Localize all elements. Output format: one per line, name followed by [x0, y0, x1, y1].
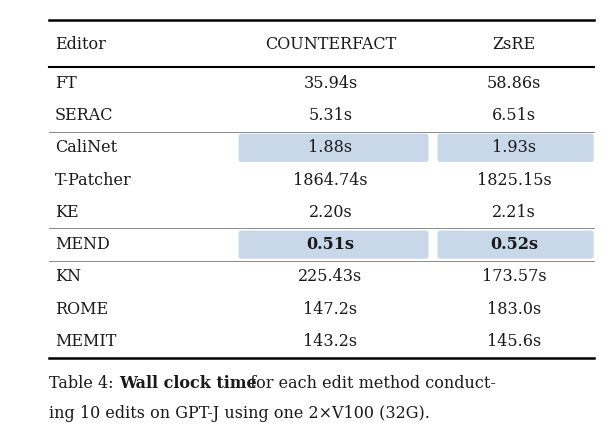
FancyBboxPatch shape — [239, 134, 428, 161]
Text: 173.57s: 173.57s — [482, 268, 547, 285]
Text: 5.31s: 5.31s — [308, 107, 353, 124]
FancyBboxPatch shape — [239, 231, 428, 258]
Text: 0.51s: 0.51s — [307, 236, 354, 253]
Text: ing 10 edits on GPT-J using one 2×V100 (32G).: ing 10 edits on GPT-J using one 2×V100 (… — [49, 405, 430, 422]
Text: 143.2s: 143.2s — [304, 333, 357, 350]
Text: FT: FT — [55, 75, 77, 92]
Text: 2.20s: 2.20s — [308, 204, 353, 221]
Text: COUNTERFACT: COUNTERFACT — [265, 36, 396, 53]
Text: 58.86s: 58.86s — [487, 75, 541, 92]
Text: SERAC: SERAC — [55, 107, 114, 124]
Text: 2.21s: 2.21s — [492, 204, 536, 221]
Text: 1.88s: 1.88s — [308, 139, 353, 156]
Text: 183.0s: 183.0s — [487, 301, 541, 318]
Text: KN: KN — [55, 268, 81, 285]
Text: 1864.74s: 1864.74s — [293, 172, 368, 189]
Text: for each edit method conduct-: for each edit method conduct- — [245, 375, 496, 392]
Text: ZsRE: ZsRE — [493, 36, 536, 53]
FancyBboxPatch shape — [438, 134, 593, 161]
Text: Table 4:: Table 4: — [49, 375, 119, 392]
Text: MEND: MEND — [55, 236, 110, 253]
Text: Wall clock time: Wall clock time — [119, 375, 257, 392]
Text: 147.2s: 147.2s — [304, 301, 357, 318]
Text: 1825.15s: 1825.15s — [477, 172, 551, 189]
Text: 145.6s: 145.6s — [487, 333, 541, 350]
Text: T-Patcher: T-Patcher — [55, 172, 132, 189]
Text: 6.51s: 6.51s — [492, 107, 536, 124]
Text: 225.43s: 225.43s — [299, 268, 362, 285]
Text: KE: KE — [55, 204, 79, 221]
Text: CaliNet: CaliNet — [55, 139, 118, 156]
Text: 35.94s: 35.94s — [304, 75, 357, 92]
Text: ROME: ROME — [55, 301, 108, 318]
FancyBboxPatch shape — [438, 231, 593, 258]
Text: 0.52s: 0.52s — [490, 236, 538, 253]
Text: 1.93s: 1.93s — [492, 139, 536, 156]
Text: MEMIT: MEMIT — [55, 333, 116, 350]
Text: Editor: Editor — [55, 36, 106, 53]
